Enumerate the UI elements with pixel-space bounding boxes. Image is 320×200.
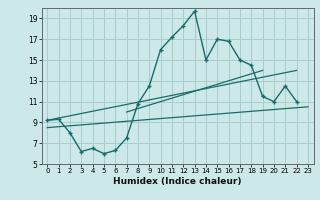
X-axis label: Humidex (Indice chaleur): Humidex (Indice chaleur): [113, 177, 242, 186]
